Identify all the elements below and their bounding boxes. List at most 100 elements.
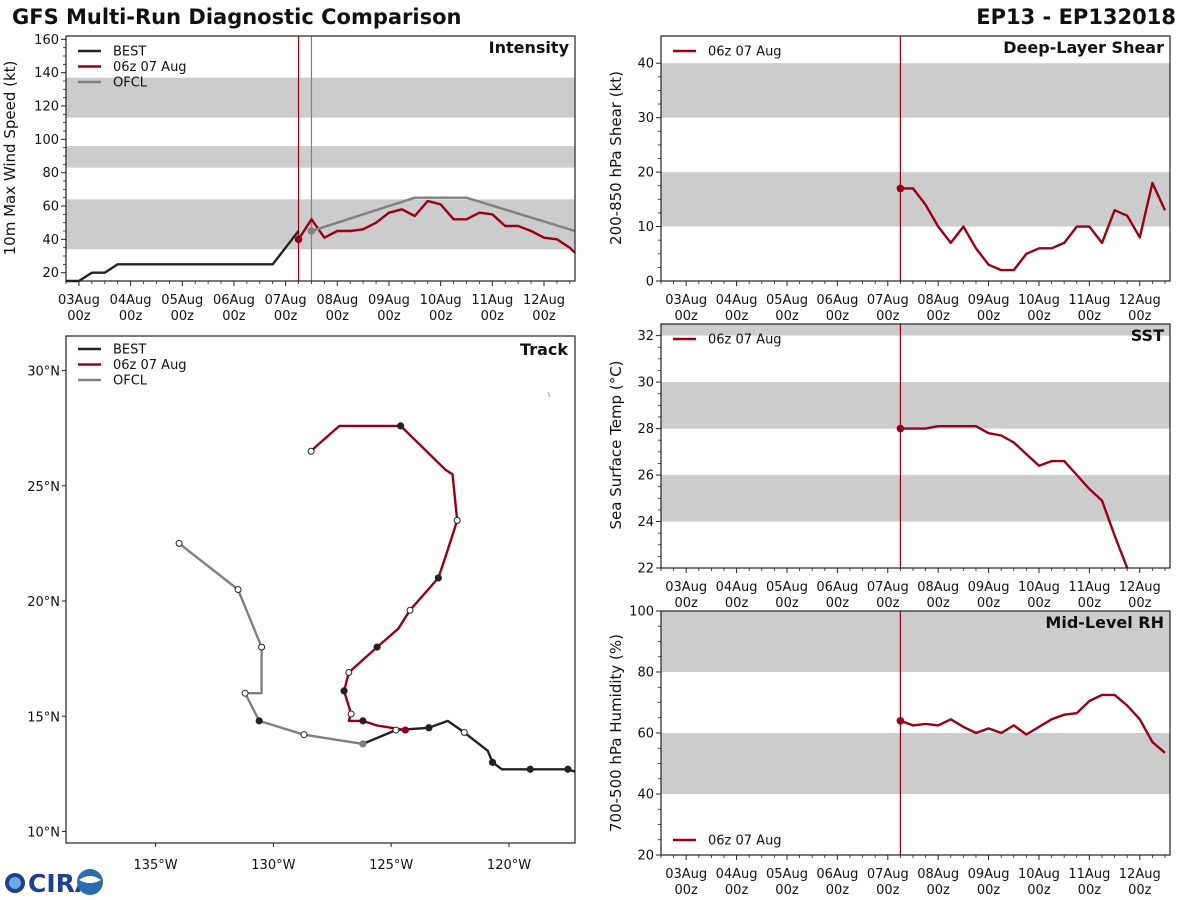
rh-xtick-hour: 00z — [1078, 883, 1102, 898]
track-panel: 135°W 130°W 125°W 120°W 10°N 15°N 20°N 25°N 30°N… — [27, 335, 576, 873]
sst-xtick-hour: 00z — [775, 596, 799, 611]
track-point-best — [526, 765, 534, 773]
track-point-06z-07-aug — [307, 447, 315, 455]
shear-xtick-hour: 00z — [876, 309, 900, 324]
shear-series-06z-07-aug — [900, 181, 1167, 272]
shear-xtick-hour: 00z — [1128, 309, 1152, 324]
track-chart-marks: 135°W 130°W 125°W 120°W 10°N 15°N 20°N 25°N 30°N… — [27, 335, 576, 873]
rh-band-0 — [661, 733, 1170, 794]
intensity-xtick-day: 10Aug — [420, 293, 462, 308]
track-point-06z-07-aug — [359, 717, 367, 725]
intensity-ytick-label: 120 — [34, 100, 59, 115]
shear-ytick-label: 20 — [637, 166, 654, 181]
shear-band-1 — [661, 63, 1170, 118]
shear-xtick-day: 04Aug — [716, 293, 758, 308]
shear-legend-label: 06z 07 Aug — [708, 45, 782, 60]
track-point-06z-07-aug — [401, 726, 409, 734]
sst-ytick-label: 30 — [637, 376, 654, 391]
track-point-ofcl — [255, 717, 263, 725]
track-ytick-label: 30°N — [27, 365, 60, 380]
shear-xtick-hour: 00z — [1078, 309, 1102, 324]
intensity-legend-label: BEST — [113, 45, 146, 60]
shear-xtick-day: 05Aug — [766, 293, 808, 308]
track-line-ofcl — [178, 542, 364, 746]
track-point-best — [392, 726, 400, 734]
track-point-ofcl — [241, 689, 249, 697]
track-point-best — [460, 728, 468, 736]
sst-chart-marks: 22242628303203Aug00z04Aug00z05Aug00z06Au… — [637, 323, 1171, 611]
track-xtick-label: 120°W — [487, 858, 531, 873]
intensity-band-2 — [66, 77, 575, 118]
track-legend-label: OFCL — [113, 374, 148, 389]
track-point-06z-07-aug — [347, 710, 355, 718]
sst-ytick-label: 32 — [637, 329, 654, 344]
intensity-xtick-hour: 00z — [326, 309, 350, 324]
rh-xtick-day: 07Aug — [867, 867, 909, 882]
shear-frame — [660, 35, 1171, 282]
sst-xtick-hour: 00z — [725, 596, 749, 611]
logo-swirl — [79, 876, 101, 883]
track-xtick-label: 125°W — [369, 858, 413, 873]
rh-xtick-hour: 00z — [1027, 883, 1051, 898]
rh-chart-marks: 2040608010003Aug00z04Aug00z05Aug00z06Aug… — [629, 605, 1171, 898]
track-point-best — [488, 758, 497, 766]
shear-panel: 01020304003Aug00z04Aug00z05Aug00z06Aug00… — [607, 35, 1171, 324]
rh-xtick-day: 08Aug — [917, 867, 959, 882]
intensity-ytick-label: 80 — [42, 166, 59, 181]
track-frame — [65, 335, 576, 844]
shear-xtick-hour: 00z — [675, 309, 699, 324]
rh-xtick-day: 03Aug — [665, 867, 707, 882]
sst-xtick-day: 08Aug — [917, 580, 959, 595]
intensity-legend-label: OFCL — [113, 76, 148, 91]
shear-series-0-start-point — [896, 184, 905, 193]
intensity-ylabel: 10m Max Wind Speed (kt) — [1, 61, 19, 256]
intensity-series-06z-07-aug — [297, 199, 576, 254]
sst-band-2 — [661, 324, 1170, 336]
sst-ytick-label: 28 — [637, 422, 654, 437]
intensity-panel: 2040608010012014016003Aug00z04Aug00z05Au… — [1, 33, 576, 324]
intensity-xtick-day: 04Aug — [110, 293, 152, 308]
track-ytick-label: 10°N — [27, 825, 60, 840]
intensity-ytick-label: 40 — [42, 233, 59, 248]
shear-xtick-day: 03Aug — [665, 293, 707, 308]
rh-title: Mid-Level RH — [1045, 613, 1164, 632]
track-legend-label: 06z 07 Aug — [113, 358, 187, 373]
intensity-series-best — [66, 230, 300, 283]
track-point-06z-07-aug — [373, 643, 381, 651]
track-line-best — [362, 719, 576, 773]
rh-ytick-label: 100 — [629, 605, 654, 620]
intensity-xtick-day: 06Aug — [213, 293, 255, 308]
shear-ytick-label: 40 — [637, 57, 654, 72]
intensity-frame — [65, 35, 576, 282]
track-point-06z-07-aug — [406, 606, 414, 614]
track-title: Track — [520, 340, 568, 359]
rh-ytick-label: 40 — [637, 788, 654, 803]
track-ytick-label: 15°N — [27, 710, 60, 725]
rh-xtick-day: 12Aug — [1119, 867, 1161, 882]
rh-ytick-label: 80 — [637, 666, 654, 681]
logo-globe-left-inner — [9, 877, 21, 889]
track-point-ofcl — [175, 539, 183, 547]
track-ytick-label: 20°N — [27, 595, 60, 610]
sst-xtick-hour: 00z — [1078, 596, 1102, 611]
shear-title: Deep-Layer Shear — [1003, 38, 1164, 57]
sst-ytick-label: 24 — [637, 515, 654, 530]
rh-ytick-label: 20 — [637, 849, 654, 864]
shear-xtick-hour: 00z — [977, 309, 1001, 324]
rh-xtick-day: 05Aug — [766, 867, 808, 882]
intensity-xtick-day: 05Aug — [161, 293, 203, 308]
track-xtick-label: 135°W — [133, 858, 177, 873]
rh-xtick-day: 11Aug — [1068, 867, 1110, 882]
sst-band-0 — [661, 475, 1170, 522]
intensity-ytick-label: 60 — [42, 200, 59, 215]
sst-panel: 22242628303203Aug00z04Aug00z05Aug00z06Au… — [607, 323, 1171, 611]
intensity-ytick-label: 20 — [42, 266, 59, 281]
sst-xtick-day: 06Aug — [816, 580, 858, 595]
intensity-ytick-label: 100 — [34, 133, 59, 148]
storm-id: EP13 - EP132018 — [976, 5, 1176, 29]
intensity-xtick-hour: 00z — [429, 309, 453, 324]
sst-xtick-day: 11Aug — [1068, 580, 1110, 595]
sst-xtick-day: 12Aug — [1119, 580, 1161, 595]
shear-xtick-hour: 00z — [775, 309, 799, 324]
